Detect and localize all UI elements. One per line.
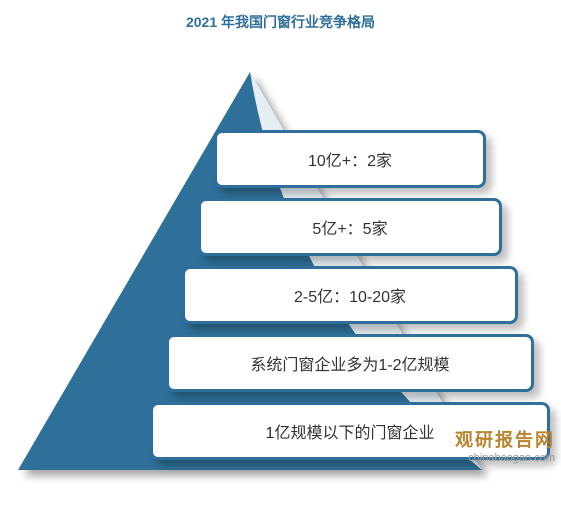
tier-label: 10亿+：2家	[308, 147, 392, 171]
tier-label: 2-5亿：10-20家	[294, 283, 406, 307]
tier-3: 2-5亿：10-20家	[182, 266, 518, 324]
tier-label: 1亿规模以下的门窗企业	[266, 419, 435, 443]
watermark-logo-text: 观研报告网	[455, 426, 555, 452]
tier-4: 系统门窗企业多为1-2亿规模	[166, 334, 534, 392]
watermark-url: chinabaogao.com	[455, 452, 555, 464]
pyramid-stage: 10亿+：2家 5亿+：5家 2-5亿：10-20家系统门窗企业多为1-2亿规模 1亿…	[0, 32, 561, 492]
tier-label: 5亿+：5家	[312, 215, 387, 239]
tier-1: 10亿+：2家	[214, 130, 486, 188]
tier-label: 系统门窗企业多为1-2亿规模	[250, 351, 449, 375]
tier-2: 5亿+：5家	[198, 198, 502, 256]
watermark: 观研报告网 chinabaogao.com	[455, 426, 555, 464]
chart-title: 2021 年我国门窗行业竞争格局	[0, 0, 561, 32]
